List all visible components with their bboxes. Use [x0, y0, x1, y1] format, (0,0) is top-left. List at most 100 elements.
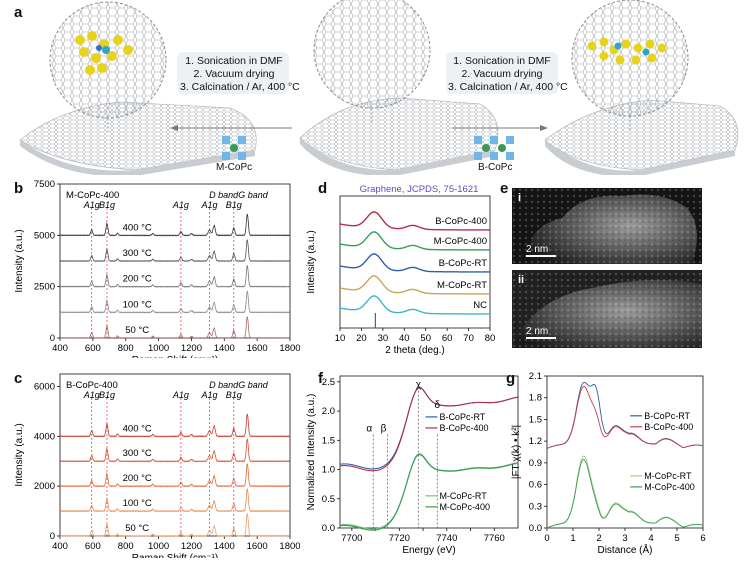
y-tick-label: 2500	[34, 282, 55, 293]
x-tick-label: 800	[118, 541, 134, 552]
x-axis-label: Distance (Å)	[597, 543, 652, 556]
step-2-right: 2. Vacuum drying	[461, 68, 543, 80]
step-list-right: 1. Sonication in DMF 2. Vacuum drying 3.…	[448, 55, 568, 94]
series-line	[59, 265, 290, 288]
temperature-label: 400 °C	[123, 423, 152, 434]
x-tick-label: 1600	[247, 541, 268, 552]
y-axis-label: |FT χ(k) • k²|	[511, 425, 522, 479]
y-tick-label: 1.5	[322, 435, 335, 446]
feature-label: β	[381, 424, 387, 435]
x-tick-label: 1600	[247, 343, 268, 354]
x-tick-label: 30	[378, 333, 389, 344]
y-tick-label: 0.5	[322, 494, 335, 505]
series-line	[339, 231, 490, 251]
series-line	[339, 453, 519, 531]
panel-letter-a: a	[14, 4, 23, 21]
panel-letter-c: c	[14, 370, 23, 387]
legend-label: M-CoPc-400	[439, 502, 490, 512]
series-label: B-CoPc-RT	[439, 258, 488, 269]
legend-label: B-CoPc-RT	[644, 411, 690, 421]
magnifier-left	[49, 1, 167, 132]
x-tick-label: 70	[463, 333, 474, 344]
series-line	[546, 458, 703, 529]
panel-letter-f: f	[318, 370, 323, 387]
series-line	[339, 454, 519, 530]
x-axis-label: 2 theta (deg.)	[385, 345, 444, 356]
x-tick-label: 1200	[181, 343, 202, 354]
legend-label: M-CoPc-RT	[644, 471, 692, 481]
x-tick-label: 6	[700, 533, 705, 544]
x-tick-label: 400	[52, 343, 68, 354]
x-tick-label: 800	[118, 343, 134, 354]
y-tick-label: 1.0	[322, 465, 335, 476]
temperature-label: 300 °C	[123, 248, 152, 259]
band-label: G band	[238, 380, 269, 390]
temperature-label: 100 °C	[123, 498, 152, 509]
panel-a: a	[0, 0, 748, 175]
x-tick-label: 1000	[148, 541, 169, 552]
x-tick-label: 1	[570, 533, 575, 544]
series-line	[339, 253, 490, 273]
x-axis-label: Raman Shift (cm⁻¹)	[132, 553, 218, 558]
x-tick-label: 1200	[181, 541, 202, 552]
x-tick-label: 4	[648, 533, 653, 544]
x-tick-label: 3	[622, 533, 627, 544]
plot-frame	[339, 195, 491, 329]
band-label: A1g	[83, 390, 100, 400]
chart-raman-b: 400 600 800 1000 1200 1400 1600 1800 0 2000 4000 60…	[14, 373, 300, 558]
series-line	[59, 438, 290, 463]
series-label: M-CoPc-RT	[437, 280, 487, 291]
tem-scale-text-i: 2 nm	[526, 244, 549, 255]
tem-image-ii	[512, 270, 702, 348]
series-line	[546, 455, 703, 529]
series-line	[339, 211, 490, 231]
x-tick-label: 7760	[484, 533, 505, 544]
chart-exafs: 0 1 2 3 4 5 6 0.0 0.3 0.6 0.9 1.2 1.5 1.8 2.1 Distance …	[511, 371, 706, 556]
panel-letter-b: b	[14, 180, 24, 197]
x-tick-label: 50	[420, 333, 431, 344]
band-label: A1g	[200, 200, 217, 210]
series-label: M-CoPc-400	[434, 236, 487, 247]
band-label: A1g	[83, 200, 100, 210]
chart-xrd: 10 20 30 40 50 60 70 80 2 theta (deg.) Intensity …	[306, 184, 496, 356]
graphene-sheet-center	[299, 0, 499, 175]
series-line	[339, 295, 490, 315]
x-tick-label: 1800	[279, 541, 300, 552]
series-line	[59, 290, 290, 314]
y-tick-label: 0.6	[529, 480, 542, 491]
y-axis-label: Intensity (a.u.)	[306, 230, 317, 293]
y-tick-label: 2000	[34, 481, 55, 492]
step-list-left: 1. Sonication in DMF 2. Vacuum drying 3.…	[180, 55, 300, 94]
x-tick-label: 400	[52, 541, 68, 552]
legend-label: B-CoPc-RT	[439, 412, 485, 422]
band-label: A1g	[200, 390, 217, 400]
band-label: D band	[209, 190, 239, 200]
x-tick-label: 7720	[389, 533, 410, 544]
y-tick-label: 0.3	[529, 501, 542, 512]
y-tick-label: 0	[50, 531, 55, 542]
label-m-copc: M-CoPc	[216, 162, 253, 173]
step-3-left: 3. Calcination / Ar, 400 °C	[180, 81, 300, 93]
tem-scale-text-ii: 2 nm	[526, 326, 549, 337]
x-tick-label: 7740	[436, 533, 457, 544]
temperature-label: 400 °C	[123, 222, 152, 233]
series-line	[60, 488, 290, 513]
series-line	[59, 239, 290, 263]
y-axis-label: Intensity (a.u.)	[14, 423, 25, 486]
graphene-sheet-left	[19, 101, 257, 175]
x-tick-label: 7700	[341, 533, 362, 544]
x-tick-label: 0	[544, 533, 549, 544]
band-label: B1g	[99, 390, 115, 400]
series-line	[59, 316, 290, 340]
step-1-left: 1. Sonication in DMF	[185, 55, 283, 67]
legend-label: B-CoPc-400	[644, 422, 693, 432]
series-line	[59, 463, 290, 488]
x-tick-label: 80	[485, 333, 496, 344]
feature-label: α	[366, 424, 372, 435]
band-label: B1g	[226, 200, 242, 210]
band-label: G band	[238, 190, 269, 200]
m-copc-icon	[222, 136, 246, 160]
magnifier-right	[571, 0, 689, 130]
tem-images	[512, 188, 702, 348]
y-tick-label: 1.5	[529, 414, 542, 425]
